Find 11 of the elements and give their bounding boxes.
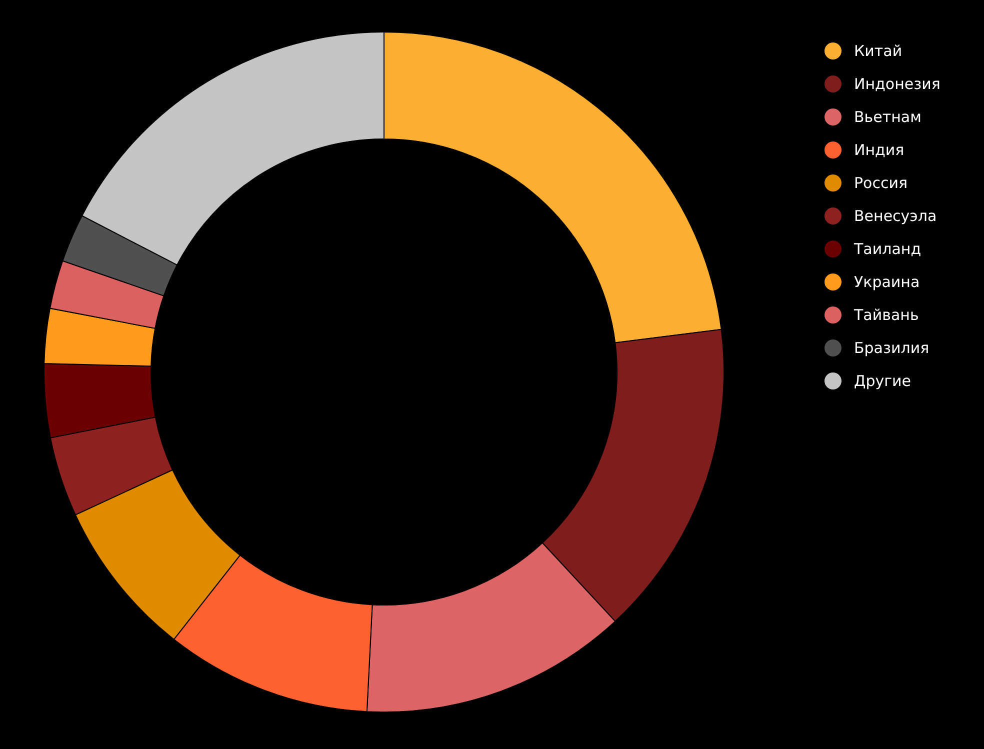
legend-label: Индонезия [854,75,940,93]
legend-label: Таиланд [854,240,922,258]
legend-label: Россия [854,174,908,192]
legend-label: Вьетнам [854,108,922,126]
legend-label: Украина [854,273,920,291]
legend-label: Другие [854,372,911,390]
legend-label: Венесуэла [854,207,937,225]
legend-label: Китай [854,42,902,60]
legend-label: Индия [854,141,904,159]
legend-label: Тайвань [854,306,919,324]
legend-label: Бразилия [854,339,930,357]
